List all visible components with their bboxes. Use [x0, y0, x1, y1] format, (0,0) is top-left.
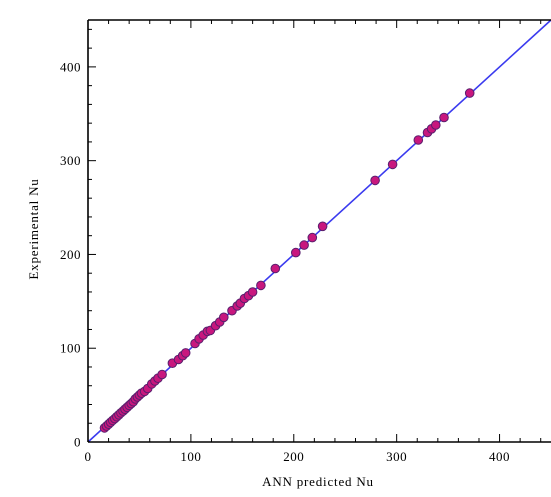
- data-point-28: [180, 348, 191, 358]
- x-tick-label-100: 100: [180, 449, 201, 464]
- data-point-44: [270, 263, 281, 274]
- data-point-45: [291, 247, 301, 258]
- data-point-24: [157, 369, 167, 380]
- x-tick-label-400: 400: [489, 449, 510, 464]
- y-tick-label-100: 100: [60, 341, 81, 356]
- y-tick-label-200: 200: [60, 247, 81, 262]
- y-tick-label-300: 300: [60, 153, 81, 168]
- data-point-56: [464, 88, 475, 98]
- x-tick-label-200: 200: [283, 449, 304, 464]
- y-axis-label: Experimental Nu: [26, 178, 41, 279]
- data-point-51: [413, 135, 424, 145]
- data-point-55: [439, 112, 449, 123]
- data-point-46: [299, 240, 309, 250]
- x-tick-label-0: 0: [85, 449, 92, 464]
- axes-layer: [87, 19, 551, 443]
- x-axis-label: ANN predicted Nu: [262, 474, 374, 489]
- x-tick-label-300: 300: [386, 449, 407, 464]
- y-tick-label-400: 400: [60, 59, 81, 74]
- data-point-43: [256, 280, 266, 291]
- data-points-layer: [99, 88, 475, 433]
- data-point-50: [387, 159, 398, 170]
- data-point-54: [431, 120, 441, 130]
- data-point-47: [307, 232, 318, 243]
- data-point-36: [219, 312, 229, 323]
- data-point-42: [247, 287, 258, 297]
- data-point-48: [317, 221, 328, 232]
- ticks-layer: 0 100 200 300 400 0 100 200 300 400: [60, 20, 542, 464]
- data-point-49: [370, 175, 380, 186]
- y-tick-label-0: 0: [74, 435, 81, 450]
